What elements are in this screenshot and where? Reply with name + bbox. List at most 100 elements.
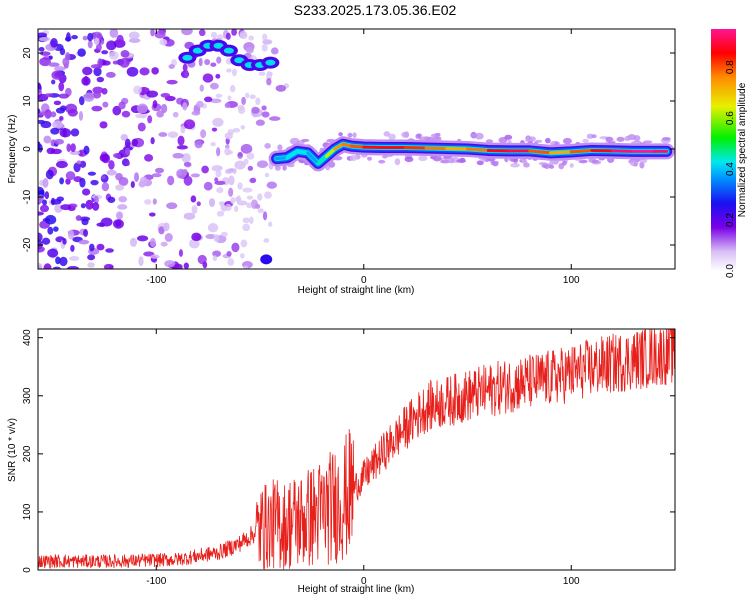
noise-blob — [38, 245, 45, 253]
noise-blob — [97, 58, 103, 69]
noise-blob — [151, 67, 159, 75]
noise-blob — [79, 177, 86, 188]
noise-blob — [62, 127, 67, 138]
noise-blob — [120, 50, 130, 58]
noise-blob — [119, 57, 130, 68]
noise-blob — [87, 254, 96, 261]
noise-blob — [69, 256, 80, 261]
noise-blob — [255, 119, 265, 126]
noise-blob — [210, 31, 218, 39]
noise-blob — [205, 233, 217, 240]
noise-blob — [214, 177, 219, 183]
noise-blob — [54, 203, 63, 213]
noise-blob — [201, 165, 209, 174]
noise-blob — [237, 152, 243, 157]
halo-blob — [474, 132, 484, 140]
halo-blob — [633, 135, 641, 142]
noise-blob — [50, 197, 56, 206]
signal-core — [569, 148, 594, 154]
noise-blob — [55, 256, 61, 265]
noise-blob — [264, 191, 272, 199]
noise-blob — [67, 229, 75, 240]
noise-blob — [92, 91, 102, 99]
halo-blob — [418, 155, 428, 162]
noise-blob — [245, 92, 250, 99]
noise-blob — [81, 218, 89, 226]
halo-blob — [643, 140, 653, 144]
x-tick-label: 100 — [563, 576, 580, 587]
noise-blob — [38, 262, 43, 269]
noise-blob — [242, 187, 253, 193]
snr-panel: -100 0 100 0 100 200 300 400 Height of straight… — [7, 328, 676, 595]
noise-blob — [191, 205, 198, 215]
halo-blob — [383, 131, 391, 137]
noise-blob — [43, 263, 52, 269]
noise-blob — [92, 202, 100, 211]
noise-blob — [154, 30, 166, 39]
noise-blob — [38, 32, 48, 38]
upper-feature-core — [265, 59, 276, 66]
halo-blob — [485, 139, 494, 144]
halo-blob — [569, 163, 574, 168]
noise-blob — [158, 132, 168, 137]
noise-blob — [189, 238, 200, 249]
noise-blob — [77, 48, 86, 57]
noise-blob — [257, 208, 264, 214]
noise-blob — [226, 251, 232, 257]
noise-blob — [112, 105, 122, 116]
noise-blob — [116, 34, 124, 45]
noise-blob — [234, 196, 242, 203]
noise-blob — [133, 85, 142, 95]
noise-blob — [211, 127, 218, 132]
noise-blob — [95, 44, 102, 51]
noise-blob — [48, 62, 60, 67]
noise-blob — [107, 196, 116, 203]
noise-blob — [183, 175, 193, 186]
noise-blob — [154, 167, 164, 174]
noise-blob — [105, 248, 114, 253]
noise-blob — [38, 143, 43, 153]
noise-blob — [242, 223, 251, 232]
noise-blob — [178, 249, 183, 257]
noise-blob — [87, 262, 95, 268]
noise-blob — [51, 70, 64, 80]
noise-blob — [152, 100, 158, 109]
noise-blob — [167, 131, 179, 138]
noise-blob — [194, 140, 203, 149]
noise-blob — [240, 253, 245, 259]
noise-blob — [166, 79, 178, 85]
noise-blob — [103, 263, 114, 269]
noise-blob — [50, 111, 57, 118]
halo-blob — [404, 156, 414, 163]
signal-core — [333, 142, 345, 151]
halo-blob — [544, 137, 551, 144]
noise-blob — [101, 50, 109, 55]
noise-blob — [213, 234, 220, 242]
halo-blob — [443, 155, 450, 160]
noise-blob — [39, 51, 51, 56]
noise-blob — [120, 133, 128, 141]
y-tick-label: 300 — [22, 387, 33, 404]
colorbar-tick-label: 0.6 — [725, 111, 736, 125]
noise-blob — [256, 160, 269, 168]
spectrogram-signal — [178, 39, 675, 265]
noise-blob — [230, 196, 236, 205]
noise-blob — [83, 229, 89, 237]
upper-feature-core — [192, 47, 203, 54]
noise-blob — [83, 92, 95, 102]
noise-blob — [118, 176, 129, 186]
noise-blob — [248, 35, 254, 41]
noise-blob — [115, 211, 124, 220]
halo-blob — [586, 133, 594, 139]
noise-blob — [43, 135, 52, 144]
halo-blob — [440, 159, 451, 164]
noise-blob — [91, 105, 103, 112]
noise-blob — [65, 171, 76, 181]
noise-blob — [264, 172, 270, 178]
noise-blob — [67, 108, 78, 117]
halo-blob — [378, 159, 386, 164]
noise-blob — [134, 172, 140, 183]
y-tick-label: 200 — [22, 445, 33, 462]
noise-blob — [231, 242, 240, 253]
noise-blob — [108, 160, 115, 170]
